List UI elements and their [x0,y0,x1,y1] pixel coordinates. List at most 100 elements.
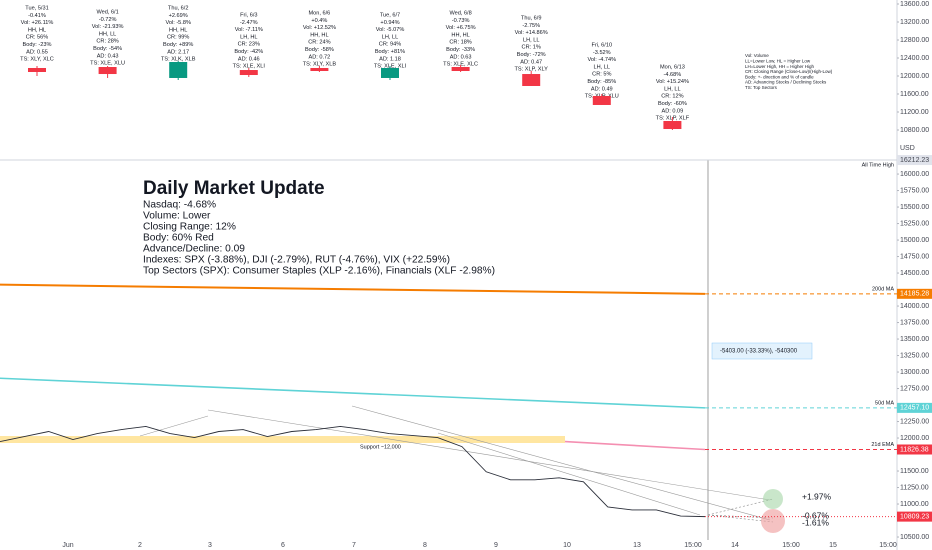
moving-average [0,377,706,409]
y-tick-label: 11000.00 [900,501,929,508]
legend-note: AD: Advancing Stocks / Declining Stocks [745,80,827,85]
projection-down [761,509,785,533]
ma-name: 200d MA [872,286,894,292]
y-tick-label: 12800.00 [900,37,929,44]
x-tick-label: 13 [633,542,641,549]
day-stat: -3.52% [593,50,611,56]
candle-body [98,67,117,75]
moving-average [0,283,706,295]
day-label: Mon, 6/6 [309,10,331,16]
price-tag [897,155,932,166]
day-label: Tue, 5/31 [25,5,48,11]
day-stat: AD: 0.63 [450,54,472,60]
candle-body [381,67,399,78]
price-tag-label: 10809.23 [900,513,929,520]
y-tick-label: 13000.00 [900,369,929,376]
day-stat: HH, HL [310,32,328,38]
y-tick-label: 10500.00 [900,534,929,541]
day-stat: TS: XLK, XLB [161,57,196,63]
day-stat: -0.73% [452,18,470,24]
price-tag [897,402,932,413]
x-tick-label: 15 [829,542,837,549]
day-stat: LH, LL [382,34,398,40]
day-stat: LH, LL [594,64,610,70]
update-line: Volume: Lower [143,211,211,222]
day-stat: Vol: +6.75% [446,25,476,31]
day-stat: TS: XLE, XLC [443,62,478,68]
day-stat: Vol: -21.93% [92,24,124,30]
x-tick-label: 6 [281,542,285,549]
day-stat: TS: XLY, XLC [20,57,54,63]
day-label: Fri, 6/10 [592,42,613,48]
price-tag [897,288,932,299]
day-stat: Body: -85% [587,79,616,85]
y-tick-label: 11600.00 [900,91,929,98]
y-tick-label: 13200.00 [900,19,929,26]
y-tick-label: 13250.00 [900,352,929,359]
candle-body [239,70,258,76]
y-tick-label: 15250.00 [900,220,929,227]
legend-note: Vol: Volume [745,53,769,58]
day-stat: AD: 0.72 [309,54,331,60]
day-label: Fri, 6/3 [240,12,257,18]
update-line: Nasdaq: -4.68% [143,200,216,211]
candle-body [522,74,541,86]
day-stat: Body: +89% [163,42,193,48]
support-label: Support ~12,000 [360,444,401,450]
support-band [0,436,565,443]
projection-up [763,489,783,509]
day-stat: Vol: +15.24% [656,79,689,85]
day-label: Thu, 6/2 [168,5,189,11]
day-stat: HH, HL [451,32,469,38]
moving-average [564,440,706,451]
ath-label: All Time High [862,163,894,169]
trend-lines [139,405,771,521]
y-tick-label: 14500.00 [900,270,929,277]
price-tag-label: 12457.10 [900,405,929,412]
x-tick-label: 3 [208,542,212,549]
day-label: Thu, 6/9 [521,15,542,21]
day-stat: CR: 24% [308,40,330,46]
x-tick-label: 14 [731,542,739,549]
day-stat: CR: 5% [592,72,611,78]
day-stat: CR: 56% [26,35,48,41]
day-stat: Vol: +12.52% [303,25,336,31]
day-stat: Body: -42% [234,49,263,55]
day-stat: Vol: -7.11% [235,27,263,33]
y-tick-label: 14750.00 [900,253,929,260]
projection-label: -0.67% [802,510,829,520]
x-tick-label: Jun [62,542,73,549]
day-label: Wed, 6/8 [449,10,471,16]
projection-lines [707,498,774,523]
day-stat: AD: 2.17 [167,49,189,55]
day-stat: AD: 0.09 [662,108,684,114]
day-stat: TS: XLY, XLB [303,62,337,68]
day-stat: HH, HL [169,27,187,33]
day-stat: AD: 0.46 [238,56,260,62]
day-stat: +2.69% [169,13,188,19]
day-stat: AD: 0.47 [520,59,542,65]
day-stat: Body: -72% [517,52,546,58]
day-stat: Body: -33% [446,47,475,53]
x-tick-label: 15:00 [782,542,800,549]
day-label: Wed, 6/1 [96,9,118,15]
day-stat: Vol: -4.74% [587,57,616,63]
update-line: Closing Range: 12% [143,222,236,233]
day-stat: +0.94% [380,20,399,26]
day-stat: Vol: -5.8% [165,20,191,26]
day-stat: Body: -23% [23,42,52,48]
day-stat: -2.47% [240,20,258,26]
update-line: Indexes: SPX (-3.88%), DJI (-2.79%), RUT… [143,255,450,266]
measure-box [711,342,813,360]
y-tick-label: 12000.00 [900,435,929,442]
x-tick-label: 7 [352,542,356,549]
price-tag [897,511,932,522]
day-stat: CR: 23% [238,42,260,48]
legend-note: LH=Lower High, HH = Higher High [745,64,815,69]
candle-body [28,67,46,72]
day-stat: AD: 1.18 [379,56,401,62]
day-stat: TS: XLE, XLI [233,64,266,70]
y-tick-label: 15000.00 [900,237,929,244]
